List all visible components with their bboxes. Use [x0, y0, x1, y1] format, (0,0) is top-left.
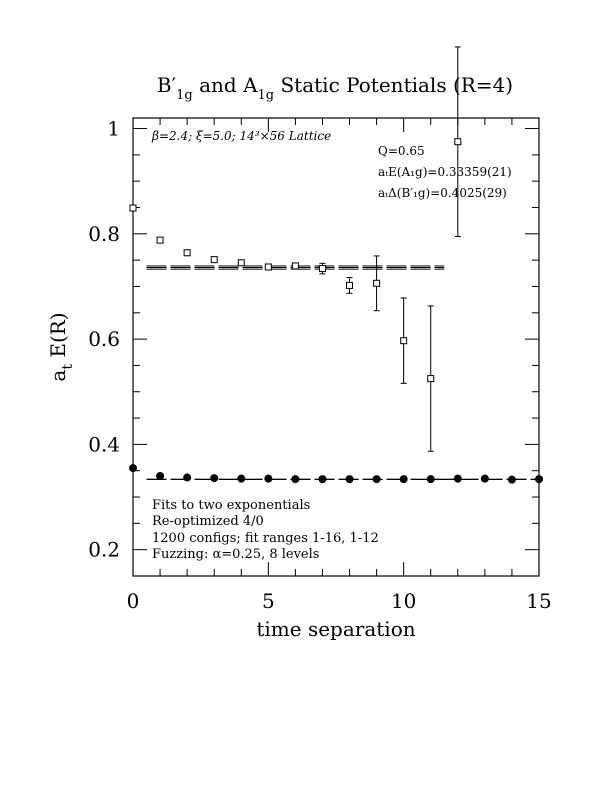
- x-tick-label: 15: [526, 589, 551, 613]
- data-points: [129, 46, 543, 484]
- data-point-square: [237, 259, 245, 267]
- note-line: Fuzzing: α=0.25, 8 levels: [152, 547, 319, 562]
- data-point-circle: [345, 475, 354, 484]
- x-axis-label: time separation: [256, 617, 415, 641]
- data-point-circle: [156, 471, 165, 480]
- y-tick-label: 0.2: [88, 538, 120, 562]
- y-tick-label: 0.8: [88, 222, 120, 246]
- data-point-circle: [480, 474, 489, 483]
- q-annotation: Q=0.65: [378, 144, 425, 158]
- x-tick-labels: 0 5 10 15: [127, 589, 552, 613]
- x-tick-label: 5: [262, 589, 275, 613]
- data-point-circle: [535, 475, 543, 484]
- data-point-square: [129, 204, 137, 212]
- data-point-square: [183, 249, 191, 257]
- note-line: Re-optimized 4/0: [152, 514, 264, 529]
- data-point-square: [427, 375, 435, 383]
- data-point-circle: [264, 474, 273, 483]
- fit-notes: Fits to two exponentials Re-optimized 4/…: [152, 498, 379, 562]
- x-tick-label: 10: [391, 589, 416, 613]
- y-tick-label: 0.4: [88, 432, 120, 456]
- delta-annotation: aₜΔ(B′₁g)=0.4025(29): [378, 186, 507, 200]
- data-point-circle: [372, 475, 381, 484]
- data-point-square: [373, 279, 381, 287]
- data-point-square: [318, 265, 326, 273]
- data-point-square: [210, 256, 218, 264]
- lattice-annotation: β=2.4; ξ=5.0; 14³×56 Lattice: [151, 129, 331, 143]
- data-point-circle: [399, 475, 408, 484]
- energy-annotation: aₜE(A₁g)=0.33359(21): [378, 165, 512, 179]
- data-point-circle: [291, 475, 300, 484]
- axis-ticks: [132, 118, 540, 577]
- x-tick-label: 0: [127, 589, 140, 613]
- data-point-circle: [426, 475, 435, 484]
- data-point-circle: [183, 473, 192, 482]
- plot-frame: [132, 117, 540, 577]
- data-point-circle: [237, 474, 246, 483]
- data-point-square: [156, 236, 164, 244]
- data-point-circle: [453, 474, 462, 483]
- data-point-square: [454, 138, 462, 146]
- data-point-circle: [129, 464, 137, 473]
- note-line: Fits to two exponentials: [152, 498, 310, 513]
- data-point-circle: [318, 475, 327, 484]
- y-axis-label: at E(R): [46, 312, 76, 381]
- fit-bands: [146, 265, 539, 480]
- data-point-square: [264, 263, 272, 271]
- y-tick-labels: 0.2 0.4 0.6 0.8 1: [88, 117, 120, 562]
- y-tick-label: 0.6: [88, 327, 120, 351]
- data-point-circle: [210, 474, 219, 483]
- y-tick-label: 1: [107, 117, 120, 141]
- data-point-square: [291, 262, 299, 270]
- data-point-square: [400, 337, 408, 345]
- data-point-circle: [507, 475, 516, 484]
- chart-title: B′1g and A1g Static Potentials (R=4): [157, 73, 513, 103]
- note-line: 1200 configs; fit ranges 1-16, 1-12: [152, 531, 379, 546]
- data-point-square: [346, 281, 354, 289]
